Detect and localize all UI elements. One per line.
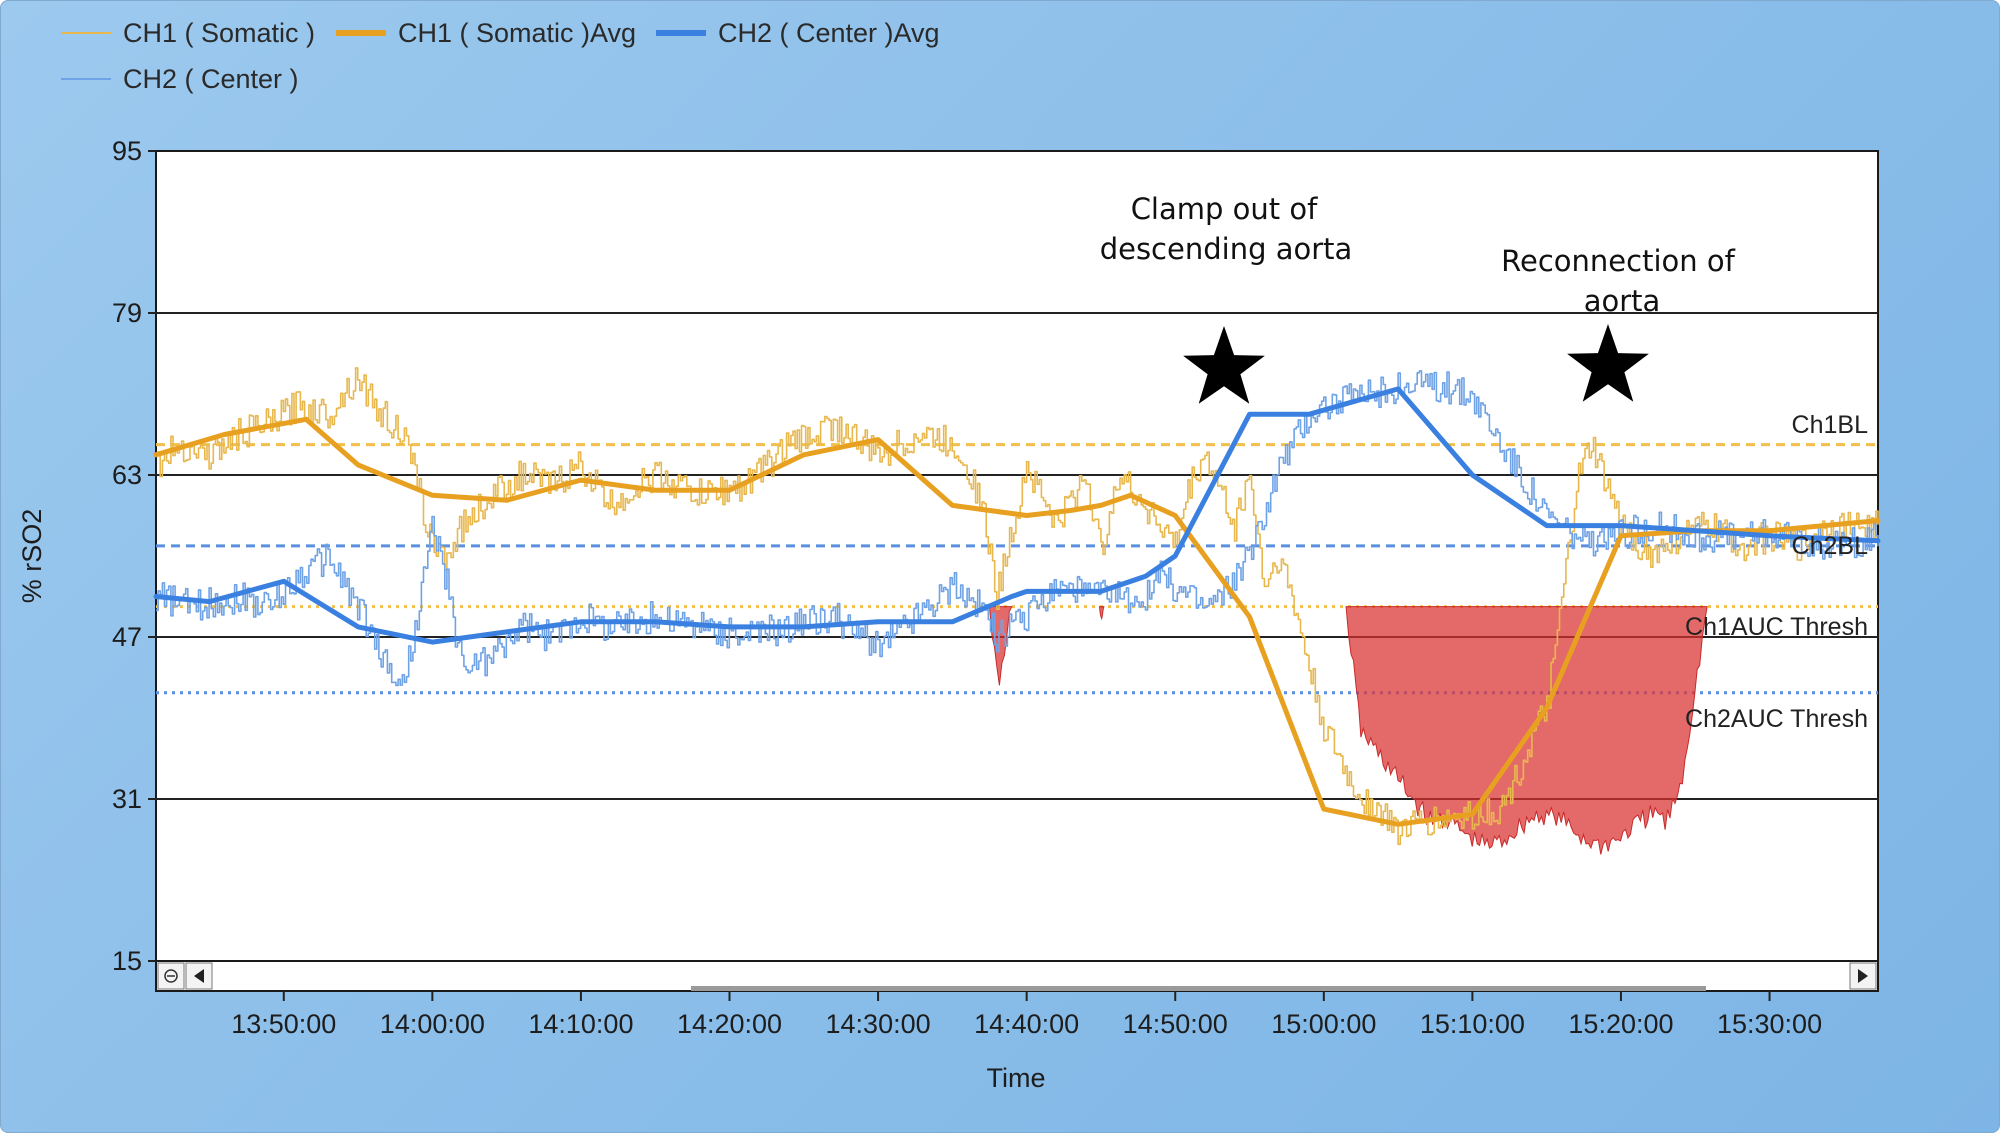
x-tick-label: 14:10:00 bbox=[528, 1009, 633, 1039]
y-tick-label: 31 bbox=[112, 784, 142, 814]
x-tick-label: 15:20:00 bbox=[1568, 1009, 1673, 1039]
star-marker-icon bbox=[1183, 326, 1265, 404]
x-tick-label: 14:50:00 bbox=[1123, 1009, 1228, 1039]
reference-label: Ch1AUC Thresh bbox=[1685, 613, 1868, 641]
annotation-text: descending aorta bbox=[1100, 232, 1353, 266]
arrow-right-icon bbox=[1858, 969, 1868, 983]
annotation-text: Clamp out of bbox=[1131, 192, 1318, 226]
x-tick-label: 15:00:00 bbox=[1271, 1009, 1376, 1039]
x-tick-label: 15:10:00 bbox=[1420, 1009, 1525, 1039]
legend-item-label: CH2 ( Center ) bbox=[123, 64, 299, 94]
reference-label: Ch2BL bbox=[1792, 532, 1869, 560]
x-tick-label: 14:00:00 bbox=[380, 1009, 485, 1039]
series-line-ch2-center-avg bbox=[153, 386, 1881, 645]
x-axis-title: Time bbox=[987, 1063, 1046, 1093]
arrow-left-icon bbox=[194, 969, 204, 983]
series-line-ch1-somatic bbox=[156, 367, 1879, 846]
x-tick-label: 14:20:00 bbox=[677, 1009, 782, 1039]
x-tick-label: 14:30:00 bbox=[826, 1009, 931, 1039]
y-tick-label: 95 bbox=[112, 136, 142, 166]
series-line-ch1-somatic-avg bbox=[153, 416, 1881, 827]
y-tick-label: 79 bbox=[112, 298, 142, 328]
reference-label: Ch2AUC Thresh bbox=[1685, 705, 1868, 733]
legend-item-label: CH1 ( Somatic )Avg bbox=[398, 18, 636, 48]
scrollbar-thumb[interactable] bbox=[691, 986, 1706, 991]
x-tick-label: 13:50:00 bbox=[231, 1009, 336, 1039]
annotation-text: Reconnection of bbox=[1501, 244, 1735, 278]
legend-item-label: CH1 ( Somatic ) bbox=[123, 18, 315, 48]
annotation-text: aorta bbox=[1584, 284, 1661, 318]
x-tick-label: 14:40:00 bbox=[974, 1009, 1079, 1039]
auc-region bbox=[1098, 606, 1105, 621]
x-tick-label: 15:30:00 bbox=[1717, 1009, 1822, 1039]
reference-label: Ch1BL bbox=[1792, 411, 1869, 439]
star-marker-icon bbox=[1567, 324, 1649, 402]
y-tick-label: 47 bbox=[112, 622, 142, 652]
zoom-out-icon bbox=[164, 969, 178, 983]
legend-item-label: CH2 ( Center )Avg bbox=[718, 18, 940, 48]
auc-region bbox=[1345, 606, 1708, 855]
y-axis-title: % rSO2 bbox=[17, 509, 47, 604]
y-tick-label: 63 bbox=[112, 460, 142, 490]
series-line-ch2-center bbox=[156, 370, 1879, 687]
y-tick-label: 15 bbox=[112, 946, 142, 976]
